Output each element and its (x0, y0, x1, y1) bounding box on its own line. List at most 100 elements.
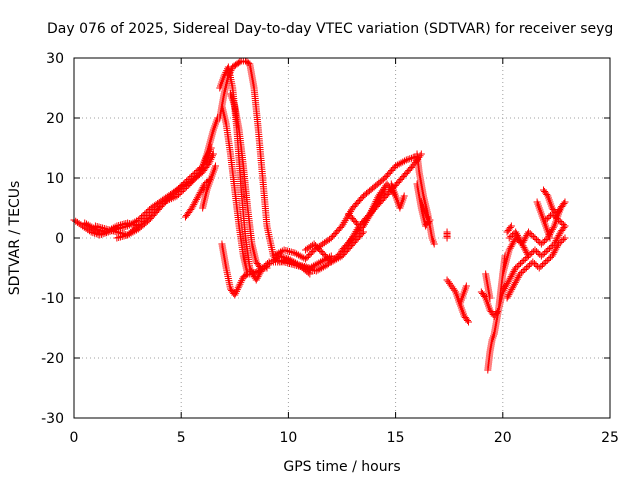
data-point (312, 267, 320, 275)
data-point (462, 282, 470, 290)
data-point (532, 261, 540, 269)
data-point (81, 219, 89, 227)
data-point (320, 251, 328, 258)
data-point (518, 269, 526, 276)
data-point (546, 234, 554, 242)
data-point (142, 209, 150, 216)
data-point (463, 317, 471, 324)
y-tick-label: 0 (55, 231, 64, 247)
data-point (369, 206, 377, 214)
data-point (125, 230, 133, 238)
data-point (181, 181, 189, 189)
data-point (551, 213, 559, 221)
data-point (331, 256, 339, 264)
data-point (533, 236, 541, 243)
data-point (556, 239, 564, 246)
data-point (329, 257, 337, 265)
data-point (407, 154, 415, 162)
data-point (542, 258, 550, 266)
data-point (109, 224, 117, 232)
data-point (316, 265, 324, 273)
data-point (516, 270, 524, 278)
data-point (313, 260, 321, 268)
data-point (222, 68, 230, 76)
data-point (207, 155, 215, 163)
data-point (550, 212, 558, 219)
data-point (253, 268, 261, 276)
x-tick-label: 15 (387, 430, 405, 446)
data-point (279, 253, 287, 261)
data-point (538, 261, 546, 269)
data-point (283, 254, 291, 262)
series-t26 (482, 270, 494, 302)
series-t17 (387, 180, 408, 212)
data-point (338, 222, 346, 230)
data-point (543, 191, 551, 198)
data-point (90, 224, 98, 232)
data-point (402, 156, 410, 164)
data-point (179, 182, 187, 190)
data-point (333, 255, 341, 263)
data-point (244, 59, 252, 67)
data-point (86, 222, 94, 230)
data-point (85, 227, 93, 235)
data-point (327, 258, 335, 266)
data-point (296, 252, 304, 260)
data-point (528, 231, 536, 239)
data-point (124, 231, 132, 239)
data-point (271, 251, 279, 259)
data-point (561, 198, 569, 206)
data-point (367, 209, 375, 217)
data-point (362, 218, 370, 226)
data-point (102, 228, 110, 236)
data-point (525, 228, 533, 236)
data-point (516, 260, 524, 267)
data-point (397, 159, 405, 167)
data-point (524, 263, 532, 270)
data-point (131, 227, 139, 235)
data-point (108, 225, 116, 233)
data-point (291, 249, 299, 257)
data-point (251, 269, 259, 276)
series-t34 (503, 222, 515, 236)
data-point (317, 258, 325, 266)
data-point (537, 263, 545, 270)
data-point (542, 248, 550, 255)
data-point (312, 242, 320, 249)
data-point (277, 248, 285, 256)
y-tick-label: -20 (41, 351, 64, 367)
data-point (541, 237, 549, 245)
data-point (522, 264, 530, 272)
data-point (555, 216, 563, 224)
data-point (313, 243, 321, 251)
data-point (534, 237, 542, 245)
data-point (430, 240, 438, 248)
data-point (139, 212, 147, 219)
data-point (84, 221, 92, 229)
data-point (521, 255, 529, 263)
data-point (533, 248, 541, 255)
series-t5 (181, 162, 220, 221)
data-point (561, 234, 569, 242)
grid (74, 58, 610, 418)
data-point (334, 254, 342, 262)
data-point (361, 220, 369, 228)
data-point (83, 220, 91, 228)
data-point (250, 269, 258, 277)
y-tick-label: 20 (46, 111, 64, 127)
data-point (544, 246, 552, 254)
data-point (183, 180, 191, 188)
data-point (534, 249, 542, 257)
data-point (486, 294, 494, 302)
data-point (365, 213, 373, 221)
x-tick-label: 20 (494, 430, 512, 446)
data-point (275, 249, 283, 257)
data-point (359, 222, 367, 230)
data-point (208, 154, 216, 162)
data-point (520, 257, 528, 264)
data-point (293, 250, 301, 258)
data-point (558, 219, 566, 227)
y-tick-label: 30 (46, 51, 64, 67)
series-t30 (505, 228, 533, 260)
data-point (506, 224, 514, 231)
